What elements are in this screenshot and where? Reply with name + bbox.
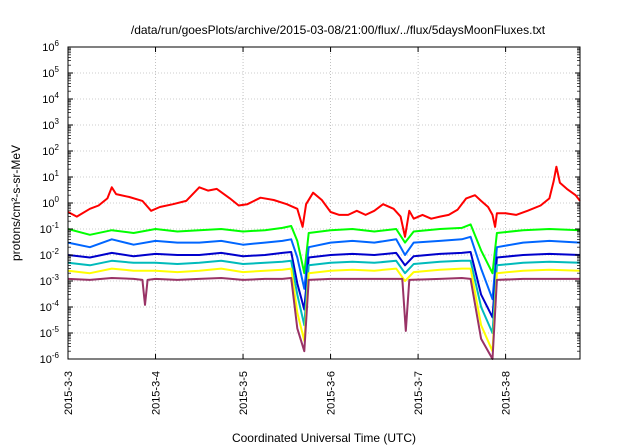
y-tick-label: 104 [42, 91, 59, 106]
y-tick-label: 10-1 [40, 221, 60, 236]
y-tick-label: 10-4 [40, 299, 60, 314]
x-tick-label: 2015-3-5 [238, 371, 250, 415]
series-line [67, 267, 581, 353]
series-line [67, 277, 580, 360]
series-line [67, 165, 581, 238]
series-line [67, 235, 581, 301]
x-tick-label: 2015-3-6 [326, 371, 338, 415]
series-line [67, 223, 581, 275]
y-tick-label: 103 [42, 117, 59, 132]
y-axis-title: protons/cm²-s-sr-MeV [9, 145, 23, 261]
chart-title: /data/run/goesPlots/archive/2015-03-08/2… [131, 23, 546, 37]
y-tick-label: 10-5 [40, 325, 60, 340]
x-axis-title: Coordinated Universal Time (UTC) [232, 431, 416, 445]
y-tick-label: 101 [42, 169, 59, 184]
x-tick-label: 2015-3-7 [413, 371, 425, 415]
x-tick-label: 2015-3-8 [501, 371, 513, 415]
series-line [67, 259, 581, 334]
y-tick-label: 10-6 [40, 351, 60, 366]
y-tick-label: 10-3 [40, 273, 60, 288]
x-axis: 2015-3-3 2015-3-4 2015-3-5 2015-3-6 2015-3-7… [63, 47, 513, 415]
x-tick-label: 2015-3-3 [63, 371, 75, 415]
y-tick-label: 100 [42, 195, 59, 210]
y-tick-label: 10-2 [40, 247, 60, 262]
series-lines [67, 165, 581, 360]
series-line [67, 251, 581, 319]
y-axis: 10-6 10-5 10-4 10-3 10-2 10-1 100 101 102 103 104 1… [40, 39, 580, 366]
x-tick-label: 2015-3-4 [151, 371, 163, 415]
y-tick-label: 105 [42, 65, 59, 80]
y-tick-label: 106 [42, 39, 59, 54]
y-tick-label: 102 [42, 143, 59, 158]
